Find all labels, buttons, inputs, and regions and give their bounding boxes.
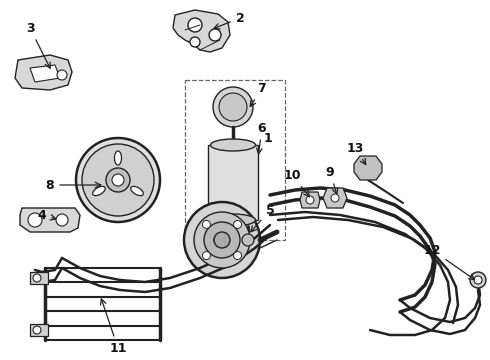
Bar (208, 145, 258, 220)
Ellipse shape (211, 214, 255, 226)
Circle shape (33, 274, 41, 282)
Circle shape (106, 168, 130, 192)
Text: 9: 9 (326, 166, 338, 194)
Bar (30, 272, 48, 284)
Polygon shape (30, 65, 60, 82)
Text: 1: 1 (264, 131, 272, 144)
Text: 3: 3 (25, 22, 50, 68)
Polygon shape (354, 156, 382, 180)
Circle shape (214, 232, 230, 248)
Circle shape (213, 87, 253, 127)
Text: 10: 10 (283, 168, 309, 197)
Circle shape (56, 214, 68, 226)
Circle shape (76, 138, 160, 222)
Text: 2: 2 (214, 12, 245, 29)
Text: 7: 7 (250, 81, 267, 107)
Polygon shape (20, 208, 80, 232)
Text: 6: 6 (257, 122, 266, 154)
Circle shape (202, 252, 210, 260)
Circle shape (234, 252, 242, 260)
Circle shape (219, 93, 247, 121)
Ellipse shape (93, 186, 105, 195)
Circle shape (184, 202, 260, 278)
Circle shape (204, 222, 240, 258)
Polygon shape (323, 188, 347, 208)
Circle shape (331, 194, 339, 202)
Circle shape (234, 220, 242, 229)
Circle shape (202, 220, 210, 229)
Circle shape (474, 276, 482, 284)
Text: 8: 8 (46, 179, 101, 192)
Text: 5: 5 (251, 203, 274, 232)
Text: 4: 4 (38, 208, 56, 221)
Polygon shape (173, 10, 230, 52)
Circle shape (188, 18, 202, 32)
Circle shape (194, 212, 250, 268)
Circle shape (82, 144, 154, 216)
Circle shape (57, 70, 67, 80)
Circle shape (242, 234, 254, 246)
Text: 12: 12 (423, 243, 475, 280)
Circle shape (190, 37, 200, 47)
Bar (30, 324, 48, 336)
Circle shape (306, 196, 314, 204)
Text: 11: 11 (100, 299, 127, 355)
Circle shape (33, 326, 41, 334)
Polygon shape (300, 192, 320, 208)
Circle shape (209, 29, 221, 41)
Ellipse shape (131, 186, 144, 195)
Ellipse shape (211, 139, 255, 151)
Circle shape (112, 174, 124, 186)
Polygon shape (15, 55, 72, 90)
Circle shape (214, 234, 226, 246)
Bar (185, 80, 285, 240)
Circle shape (28, 213, 42, 227)
Ellipse shape (115, 151, 122, 165)
Circle shape (470, 272, 486, 288)
Text: 13: 13 (346, 141, 366, 165)
